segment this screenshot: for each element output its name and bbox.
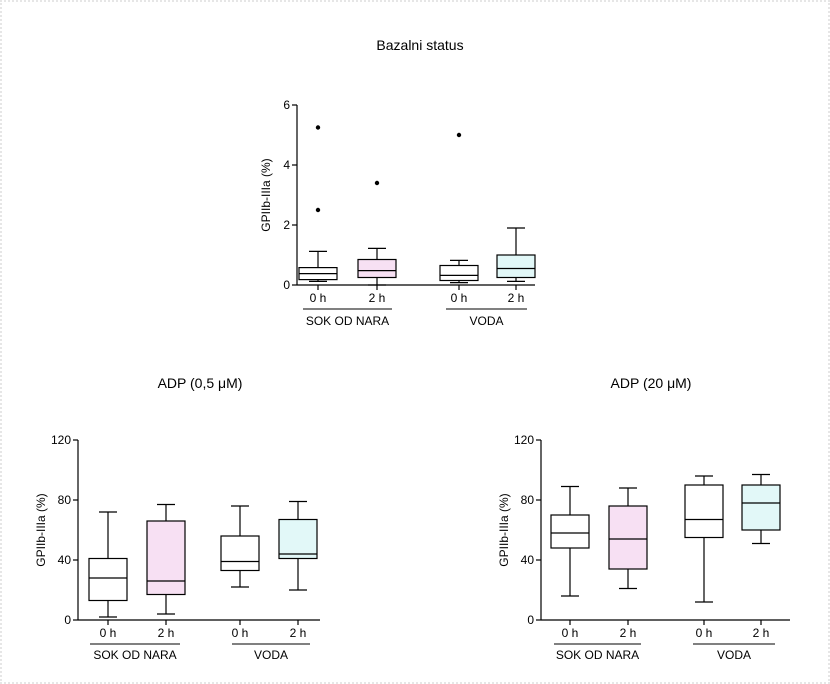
x-tick-label: 2 h bbox=[508, 291, 525, 305]
box-2: 2 h bbox=[357, 180, 397, 305]
x-tick-label: 0 h bbox=[310, 291, 327, 305]
y-tick-label: 0 bbox=[527, 613, 534, 627]
chart-panel-3: ADP (20 μM) 0 40 80 120 GPIIb-IIIa (%) 0 h 2 h 0… bbox=[497, 375, 790, 662]
chart-panel-2: ADP (0,5 μM) 0 40 80 120 GPIIb-IIIa (%) 0 h 2 h… bbox=[34, 375, 320, 662]
box-3: 0 h bbox=[220, 505, 260, 640]
group-label: SOK OD NARA bbox=[556, 648, 639, 662]
group-label: VODA bbox=[254, 648, 288, 662]
y-axis-label: GPIIb-IIIa (%) bbox=[259, 158, 273, 231]
box-iqr bbox=[357, 258, 397, 279]
x-tick-label: 0 h bbox=[562, 626, 579, 640]
box-iqr bbox=[146, 520, 186, 596]
outlier-point bbox=[315, 125, 321, 130]
y-tick-label: 80 bbox=[521, 493, 535, 507]
box-4: 2 h bbox=[741, 473, 781, 640]
y-tick-label: 4 bbox=[283, 158, 290, 172]
box-3: 0 h bbox=[439, 132, 479, 305]
outlier-point bbox=[374, 180, 380, 186]
box-iqr bbox=[684, 484, 724, 539]
box-1: 0 h bbox=[550, 485, 590, 640]
x-tick-label: 0 h bbox=[232, 626, 249, 640]
x-tick-label: 0 h bbox=[451, 291, 468, 305]
y-tick-label: 2 bbox=[283, 218, 290, 232]
x-tick-label: 2 h bbox=[369, 291, 386, 305]
box-iqr bbox=[496, 254, 536, 279]
chart-title: ADP (0,5 μM) bbox=[158, 375, 243, 391]
group-label: VODA bbox=[469, 314, 503, 328]
outlier-point bbox=[315, 207, 321, 213]
box-iqr bbox=[220, 535, 260, 572]
box-3: 0 h bbox=[684, 475, 724, 640]
chart-title: ADP (20 μM) bbox=[611, 375, 692, 391]
box-4: 2 h bbox=[278, 500, 318, 640]
y-tick-label: 6 bbox=[283, 98, 290, 112]
y-axis-label: GPIIb-IIIa (%) bbox=[34, 493, 48, 566]
box-1: 0 h bbox=[298, 125, 338, 305]
x-tick-label: 2 h bbox=[290, 626, 307, 640]
box-2: 2 h bbox=[146, 503, 186, 640]
box-iqr bbox=[741, 484, 781, 531]
y-tick-label: 40 bbox=[58, 553, 72, 567]
chart-panel-1: Bazalni status 0 2 4 6 GPIIb-IIIa (%) 0 h 2 h 0 … bbox=[259, 37, 536, 328]
y-tick-label: 120 bbox=[51, 433, 71, 447]
box-1: 0 h bbox=[88, 511, 128, 640]
box-2: 2 h bbox=[608, 487, 648, 640]
x-tick-label: 0 h bbox=[696, 626, 713, 640]
box-iqr bbox=[608, 505, 648, 570]
box-iqr bbox=[550, 514, 590, 549]
group-label: SOK OD NARA bbox=[306, 314, 389, 328]
chart-title: Bazalni status bbox=[376, 37, 463, 53]
y-tick-label: 120 bbox=[514, 433, 534, 447]
group-label: SOK OD NARA bbox=[93, 648, 176, 662]
box-iqr bbox=[439, 264, 479, 282]
group-label: VODA bbox=[717, 648, 751, 662]
y-tick-label: 80 bbox=[58, 493, 72, 507]
x-tick-label: 2 h bbox=[158, 626, 175, 640]
box-iqr bbox=[278, 518, 318, 560]
x-tick-label: 2 h bbox=[620, 626, 637, 640]
box-iqr bbox=[88, 557, 128, 602]
x-tick-label: 0 h bbox=[100, 626, 117, 640]
y-axis-label: GPIIb-IIIa (%) bbox=[497, 493, 511, 566]
box-4: 2 h bbox=[496, 227, 536, 305]
outlier-point bbox=[456, 132, 462, 138]
y-tick-label: 0 bbox=[283, 278, 290, 292]
y-tick-label: 0 bbox=[64, 613, 71, 627]
x-tick-label: 2 h bbox=[753, 626, 770, 640]
y-tick-label: 40 bbox=[521, 553, 535, 567]
